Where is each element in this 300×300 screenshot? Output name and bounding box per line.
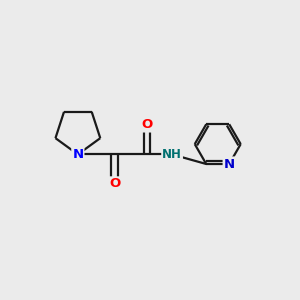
Text: NH: NH: [162, 148, 182, 161]
Text: N: N: [224, 158, 235, 170]
Text: N: N: [72, 148, 83, 161]
Text: O: O: [141, 118, 153, 131]
Text: O: O: [109, 177, 120, 190]
